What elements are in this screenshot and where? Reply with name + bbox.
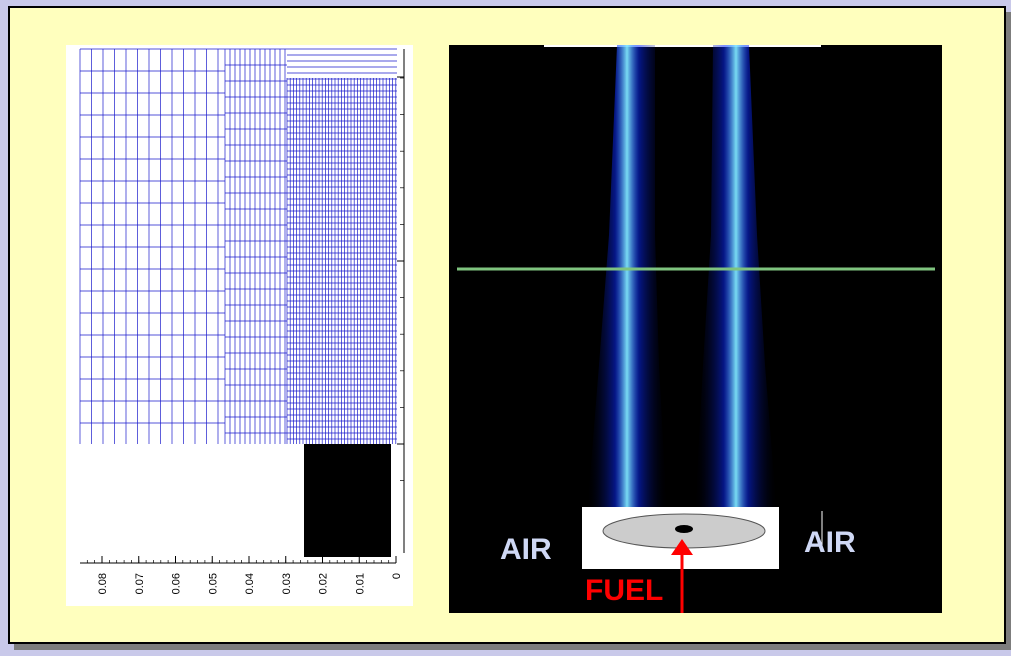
flame-svg xyxy=(457,45,935,613)
fuel-orifice xyxy=(675,525,693,533)
x-tick-label: 0.03 xyxy=(281,573,293,594)
mesh-plot: 0.08 0.07 0.06 0.05 0.04 0.03 0.02 0.01 0 00.050… xyxy=(66,45,413,606)
x-tick-label: 0.01 xyxy=(354,573,366,594)
flame-left-sheet xyxy=(587,45,667,515)
flame-image: AIR AIR FUEL xyxy=(449,45,942,613)
air-label-left: AIR xyxy=(500,533,552,566)
x-tick-label: 0.04 xyxy=(244,573,256,594)
slide-panel: 0.08 0.07 0.06 0.05 0.04 0.03 0.02 0.01 0 00.050… xyxy=(8,6,1006,644)
air-label-right: AIR xyxy=(804,526,856,559)
x-tick-label: 0.06 xyxy=(171,573,183,594)
y-axis: 00.050.1 xyxy=(397,49,405,553)
x-tick-label: 0.02 xyxy=(318,573,330,594)
burner-nozzle-block xyxy=(304,444,391,557)
x-tick-label: 0.05 xyxy=(207,573,219,594)
x-axis: 0.08 0.07 0.06 0.05 0.04 0.03 0.02 0.01 0 xyxy=(80,556,403,594)
x-tick-label: 0 xyxy=(391,573,403,579)
fuel-arrow-head xyxy=(671,539,693,555)
mesh-grid-lines xyxy=(79,48,397,444)
fuel-label: FUEL xyxy=(585,574,664,607)
x-tick-label: 0.08 xyxy=(97,573,109,594)
x-tick-label: 0.07 xyxy=(134,573,146,594)
mesh-grid-svg: 0.08 0.07 0.06 0.05 0.04 0.03 0.02 0.01 0 00.050… xyxy=(79,48,405,594)
flame-right-sheet xyxy=(695,45,777,515)
